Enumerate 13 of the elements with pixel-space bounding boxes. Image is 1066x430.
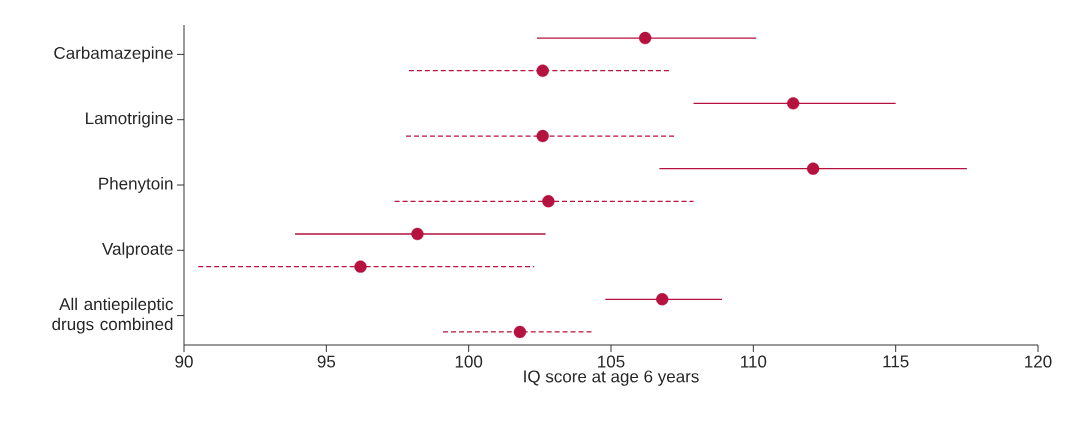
x-tick-label: 120 xyxy=(1025,355,1052,368)
x-tick-label: 90 xyxy=(175,355,193,368)
x-axis-title: IQ score at age 6 years xyxy=(524,370,699,386)
x-tick-label: 110 xyxy=(741,355,767,368)
x-tick-label: 100 xyxy=(455,355,483,368)
y-tick-label: Phenytoin xyxy=(99,177,173,193)
y-tick-label: Carbamazepine xyxy=(54,46,173,63)
y-tick-label: All antiepileptic drugs combined xyxy=(52,297,173,334)
x-tick-label: 105 xyxy=(598,355,625,368)
x-tick-label: 115 xyxy=(883,355,909,368)
y-tick-label: Valproate xyxy=(102,242,173,259)
x-tick-label: 95 xyxy=(317,355,336,368)
y-tick-label: Lamotrigine xyxy=(86,111,173,128)
